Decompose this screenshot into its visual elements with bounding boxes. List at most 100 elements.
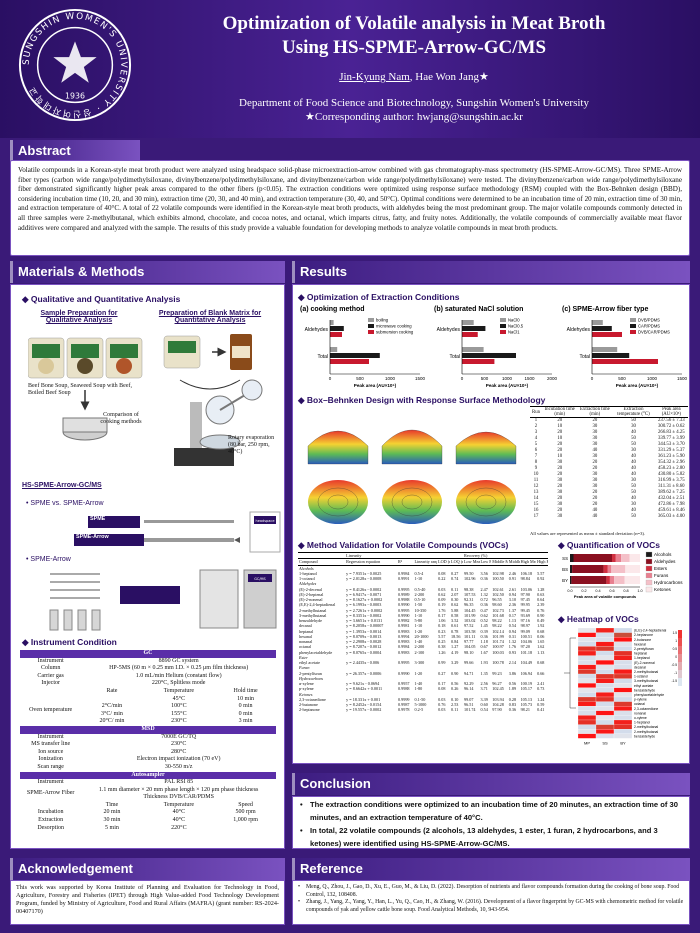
conclusion-point-2: In total, 22 volatile compounds (2 alcoh… [298,824,684,850]
heatmap-cell [613,724,633,730]
heatmap-cell [595,637,615,642]
legend-swatch [645,572,653,579]
heatmap-col-label: SS [602,740,608,745]
conclusion-heading: Conclusion [292,773,690,795]
bar [462,359,495,364]
products-caption: Beef Bone Soup, Seaweed Soup with Beef, … [28,383,132,396]
table-row: 6 20 40 30 331.29 ± 5.37 [534,448,685,453]
validation-header-cell: Low RSD [479,558,492,566]
bbd-heading: ◆ Box–Behnken Design with Response Surfa… [298,395,546,405]
chart-fiber-type: Aldehydes Total 0 500 1000 1500 Peak area (AU×… [567,318,688,389]
blank-prep-title: Preparation of Blank Matrix for Quantita… [158,310,262,324]
scale-label: -0.5 [672,663,678,667]
tick-label: 1000 [385,376,396,381]
table-row: 1-octanol y = 2.0128x - 0.0008 0.9991 1-10 0… [299,576,545,581]
stacked-bar [606,576,610,584]
bar [462,353,516,358]
validation-header-cell: Middle RSD [507,558,520,566]
validation-table: Linearity Recovery (%) Compound Regression… [298,551,548,713]
heatmap-cell [613,660,633,665]
bar [592,347,618,352]
hs-spme-heading: HS-SPME-Arrow-GC/MS [22,482,102,489]
heatmap-row-label: nonanal [634,711,646,715]
heatmap-row-label: decanal [634,665,646,669]
heatmap-row-label: 2-pentylfuran [634,647,654,651]
heatmap-cell [595,715,615,721]
category-label: Aldehydes [305,327,329,333]
heatmap-cell [577,687,597,693]
heatmap-cell [595,729,615,734]
heatmap-cell [595,678,615,684]
scale-swatch [678,630,682,638]
heatmap-cell [595,687,615,693]
spme-comparison-diagram: headspace [74,511,281,553]
bar [330,326,344,331]
ack-heading: Acknowledgement [10,858,285,880]
opt-heading: ◆ Optimization of Extraction Conditions [298,292,460,302]
tick-label: 500 [356,376,364,381]
table-row: heptanal y = 1.3953x - 0.0014 0.9983 1-20 0.… [299,628,545,634]
table-row: 10 20 30 40 430.80 ± 5.82 [533,472,685,477]
stacked-bar [614,576,625,584]
stacked-bar [573,554,612,562]
tick-label: 0.4 [595,589,600,593]
response-surface-plots [307,430,517,524]
validation-heading: ◆ Method Validation for Volatile Compoun… [298,540,509,550]
conclusion-list: The extraction conditions were optimized… [298,798,684,850]
heatmap-row-label: phenylacetaldehyde [634,693,664,697]
table-row: 2-pentylfuran y = 26.357x - 0.0006 0.9990 1… [299,670,545,676]
heatmap-cell [613,696,633,702]
ref-heading: Reference [292,858,690,880]
heatmap-cell [613,719,633,725]
scale-swatch [678,638,682,646]
tick-label: 1500 [524,376,535,381]
table-row: α-xylene y = 9.621x - 0.0694 0.9957 1-40 0.1… [299,681,545,686]
heatmap-row-label: 2,3-octanedione [634,707,658,711]
stacked-bar [570,554,574,562]
tick-label: 0.0 [567,589,572,593]
heatmap-cell [595,710,615,716]
legend-swatch [368,330,374,334]
legend-swatch [645,565,653,572]
bar [592,326,612,331]
heatmap-cell [613,678,633,684]
validation-header-cell: Regression equation [345,558,397,566]
table-row: benzaldehyde y = 3.6651x + 0.0131 0.9982 5-… [299,618,545,623]
heatmap-cell [577,692,597,698]
tick-label: 0 [461,376,464,381]
legend-label: Esters [654,566,668,571]
heatmap-cell [595,696,615,702]
quant-heading: ◆ Quantification of VOCs [558,540,660,550]
heatmap-row-label: 1-octanol [634,675,648,679]
heatmap-row-label: ethyl acetate [634,684,653,688]
tick-label: 1000 [647,376,658,381]
heatmap-cell [595,719,615,725]
stacked-bar [629,554,640,562]
bar [592,359,658,364]
heatmap-cell [613,687,633,693]
heatmap-cell [595,669,615,675]
table-row: Hydrocarbons [299,675,324,681]
comparison-caption: Comparison of cooking methods [100,412,142,425]
legend-swatch [368,324,374,328]
heatmap-cell [577,646,597,652]
table-row: 1-heptanol y = 7.9351x - 0.0025 0.9984 0.5-… [299,570,545,576]
heatmap-cell [595,632,615,638]
abstract-text: Volatile compounds in a Korean-style mea… [18,166,682,232]
category-label: Total [317,354,328,360]
legend-swatch [645,586,653,593]
bar [462,326,486,331]
table-row: nonanal y = 2.2908x - 0.0028 0.9983 1-40 0.2… [299,639,545,644]
tick-label: 500 [618,376,626,381]
spme-arrow-photos: GC/MS [49,569,277,631]
bar [462,320,474,325]
table-row: phenylacetaldehyde y = 8.0765x - 0.0004 0.… [299,649,545,655]
table-row: (E)-2-nonenal y = 8.1627x + 0.0002 0.9988 0… [299,597,545,602]
table-row: 16 20 40 40 459.61 ± 8.46 [533,508,685,513]
heatmap-cell [595,706,615,711]
logo-year: 1936 [65,91,85,100]
legend-swatch [500,330,506,334]
heatmap-cell [613,655,633,661]
heatmap-cell [595,733,615,739]
